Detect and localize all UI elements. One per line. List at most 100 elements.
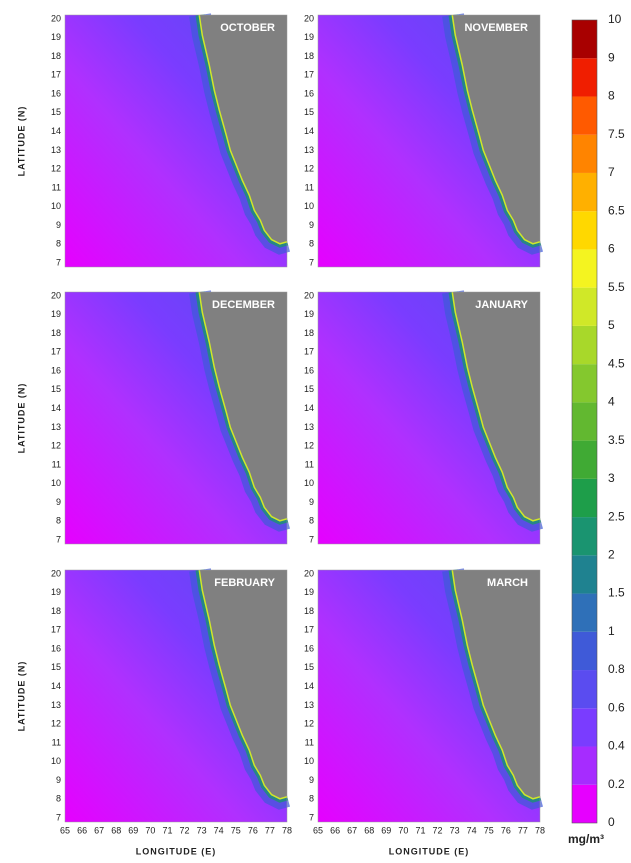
longitude-tick-label: 70 [398, 825, 408, 835]
latitude-tick-label: 20 [304, 290, 314, 300]
latitude-tick-label: 14 [304, 126, 314, 136]
land [453, 570, 540, 798]
latitude-tick-label: 9 [309, 220, 314, 230]
latitude-tick-label: 14 [51, 681, 61, 691]
colorbar-band [572, 402, 597, 441]
longitude-tick-label: 72 [180, 825, 190, 835]
latitude-tick-label: 7 [309, 257, 314, 267]
colorbar-tick-label: 7.5 [608, 127, 625, 141]
latitude-tick-label: 10 [304, 478, 314, 488]
colorbar-tick-label: 5.5 [608, 280, 625, 294]
panel-title: JANUARY [475, 299, 528, 311]
colorbar-tick-label: 2.5 [608, 509, 625, 523]
latitude-tick-label: 7 [56, 812, 61, 822]
latitude-tick-label: 18 [304, 328, 314, 338]
y-axis-label: LATITUDE (N) [16, 661, 26, 732]
land [200, 292, 287, 520]
latitude-tick-label: 19 [51, 32, 61, 42]
longitude-tick-label: 66 [330, 825, 340, 835]
colorbar-frame [571, 19, 598, 824]
latitude-tick-label: 15 [304, 107, 314, 117]
colorbar-band [572, 211, 597, 250]
map-panel: JANUARY [317, 290, 544, 545]
colorbar-tick-label: 6.5 [608, 203, 625, 217]
longitude-tick-label: 77 [265, 825, 275, 835]
colorbar-tick-label: 5 [608, 318, 615, 332]
latitude-tick-label: 11 [305, 737, 314, 747]
latitude-tick-label: 18 [51, 606, 61, 616]
longitude-tick-label: 68 [364, 825, 374, 835]
latitude-tick-label: 16 [304, 88, 314, 98]
longitude-tick-label: 78 [282, 825, 292, 835]
colorbar-tick-label: 8 [608, 89, 615, 103]
latitude-tick-label: 12 [304, 441, 314, 451]
latitude-tick-label: 18 [304, 51, 314, 61]
land [200, 15, 287, 243]
latitude-tick-label: 10 [51, 478, 61, 488]
latitude-tick-label: 9 [56, 220, 61, 230]
colorbar-band [572, 478, 597, 518]
latitude-tick-label: 15 [51, 662, 61, 672]
latitude-tick-label: 8 [309, 794, 314, 804]
longitude-tick-label: 71 [415, 825, 425, 835]
colorbar-tick-label: 10 [608, 12, 622, 26]
colorbar-band [572, 708, 597, 747]
latitude-tick-label: 20 [304, 568, 314, 578]
latitude-tick-label: 8 [56, 516, 61, 526]
latitude-tick-label: 20 [51, 290, 61, 300]
latitude-tick-label: 15 [51, 384, 61, 394]
colorbar-tick-label: 0.2 [608, 777, 625, 791]
latitude-tick-label: 10 [304, 201, 314, 211]
colorbar-band [572, 555, 597, 594]
panel-title: NOVEMBER [464, 22, 528, 34]
latitude-tick-label: 13 [304, 700, 314, 710]
colorbar-band [572, 364, 597, 403]
colorbar-band [572, 287, 597, 326]
longitude-tick-label: 76 [248, 825, 258, 835]
panel-frame [317, 569, 541, 823]
colorbar-band [572, 517, 597, 556]
latitude-tick-label: 14 [51, 126, 61, 136]
latitude-tick-label: 19 [304, 309, 314, 319]
latitude-tick-label: 19 [304, 32, 314, 42]
latitude-tick-label: 14 [304, 403, 314, 413]
longitude-tick-label: 75 [231, 825, 241, 835]
latitude-tick-label: 13 [304, 422, 314, 432]
latitude-tick-label: 11 [52, 459, 61, 469]
latitude-tick-label: 15 [304, 384, 314, 394]
latitude-tick-label: 18 [51, 328, 61, 338]
longitude-tick-label: 69 [381, 825, 391, 835]
colorbar-tick-label: 6 [608, 242, 615, 256]
latitude-tick-label: 12 [51, 164, 61, 174]
panel-title: MARCH [487, 577, 528, 589]
latitude-tick-label: 16 [51, 88, 61, 98]
colorbar-tick-label: 2 [608, 548, 615, 562]
latitude-tick-label: 10 [51, 756, 61, 766]
latitude-tick-label: 13 [51, 700, 61, 710]
latitude-tick-label: 9 [309, 775, 314, 785]
longitude-tick-label: 67 [347, 825, 357, 835]
latitude-tick-label: 7 [309, 534, 314, 544]
latitude-tick-label: 8 [309, 239, 314, 249]
latitude-tick-label: 7 [309, 812, 314, 822]
latitude-tick-label: 20 [51, 13, 61, 23]
map-panel: NOVEMBER [317, 13, 544, 268]
longitude-tick-label: 71 [162, 825, 172, 835]
colorbar-band [572, 172, 597, 212]
y-axis-label: LATITUDE (N) [16, 383, 26, 454]
latitude-tick-label: 19 [51, 309, 61, 319]
latitude-tick-label: 16 [51, 643, 61, 653]
colorbar-band [572, 58, 597, 97]
colorbar-tick-label: 1.5 [608, 586, 625, 600]
longitude-tick-label: 68 [111, 825, 121, 835]
latitude-tick-label: 12 [304, 164, 314, 174]
colorbar-unit: mg/m³ [568, 832, 604, 846]
colorbar-tick-label: 0.4 [608, 739, 625, 753]
latitude-tick-label: 8 [56, 794, 61, 804]
colorbar-tick-label: 3 [608, 471, 615, 485]
longitude-tick-label: 76 [501, 825, 511, 835]
latitude-tick-label: 8 [309, 516, 314, 526]
latitude-tick-label: 11 [305, 182, 314, 192]
land [200, 570, 287, 798]
panel-frame [64, 569, 288, 823]
